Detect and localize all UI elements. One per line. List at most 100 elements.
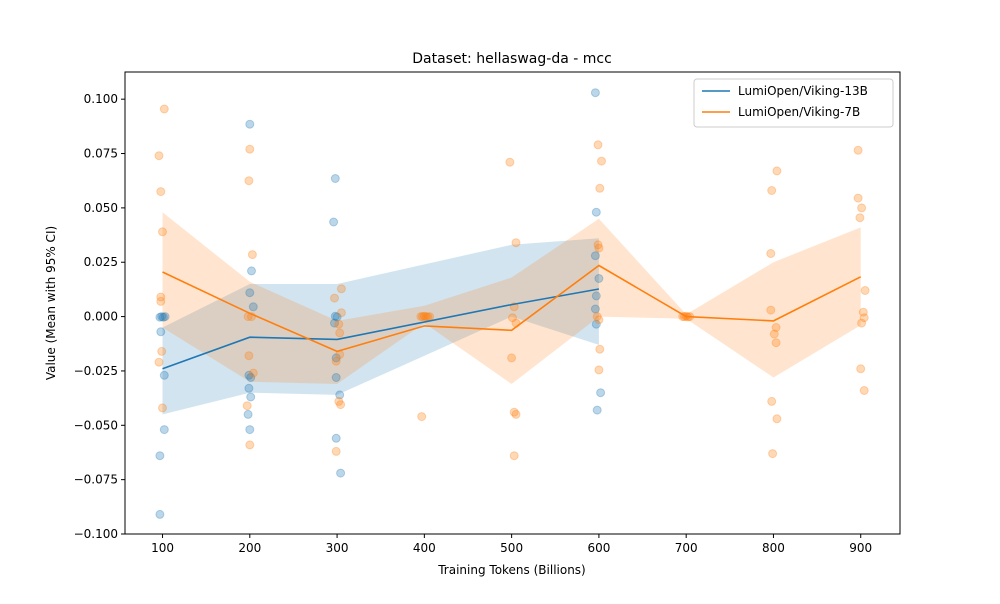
scatter-point-series-1 xyxy=(594,315,604,325)
x-axis-label: Training Tokens (Billions) xyxy=(437,563,586,577)
scatter-point-series-1 xyxy=(242,401,252,411)
scatter-point-series-1 xyxy=(592,312,602,322)
scatter-point-series-1 xyxy=(336,284,346,294)
scatter-point-series-0 xyxy=(248,302,258,312)
ci-band-series-0 xyxy=(162,238,599,415)
y-axis-label: Value (Mean with 95% CI) xyxy=(44,226,58,380)
scatter-point-series-1 xyxy=(853,145,863,155)
scatter-point-series-0 xyxy=(331,373,341,382)
scatter-point-series-0 xyxy=(244,383,254,393)
scatter-point-series-1 xyxy=(860,286,870,295)
scatter-point-series-1 xyxy=(767,186,777,195)
scatter-point-series-1 xyxy=(511,238,521,248)
scatter-point-series-0 xyxy=(330,174,340,183)
scatter-point-series-1 xyxy=(593,240,603,250)
scatter-point-series-0 xyxy=(247,266,256,276)
scatter-point-series-1 xyxy=(336,400,346,410)
scatter-point-series-0 xyxy=(590,304,600,314)
y-tick-label: −0.075 xyxy=(74,473,118,487)
scatter-point-series-1 xyxy=(853,193,863,203)
scatter-point-series-1 xyxy=(857,203,867,213)
scatter-point-series-1 xyxy=(595,344,605,354)
chart-legend: LumiOpen/Viking-13B LumiOpen/Viking-7B xyxy=(693,78,894,128)
scatter-point-series-1 xyxy=(244,351,254,361)
scatter-point-series-1 xyxy=(769,329,779,339)
y-tick-label: 0.000 xyxy=(84,310,118,324)
scatter-point-series-0 xyxy=(596,388,606,398)
x-tick-label: 700 xyxy=(675,541,698,555)
scatter-point-series-0 xyxy=(592,405,602,415)
scatter-point-series-1 xyxy=(421,312,431,322)
y-tick-label: −0.025 xyxy=(74,364,118,378)
scatter-point-series-1 xyxy=(857,318,867,328)
scatter-point-series-0 xyxy=(245,425,255,435)
y-tick-label: 0.050 xyxy=(84,201,118,215)
scatter-point-series-0 xyxy=(158,312,168,322)
y-tick-label: 0.025 xyxy=(84,255,118,269)
scatter-point-series-1 xyxy=(156,187,166,197)
scatter-point-series-1 xyxy=(597,156,606,166)
scatter-point-series-1 xyxy=(245,144,255,154)
scatter-point-series-1 xyxy=(244,176,254,186)
scatter-point-series-1 xyxy=(245,440,255,450)
legend-label-series-1: LumiOpen/Viking-7B xyxy=(738,105,860,119)
scatter-point-series-1 xyxy=(766,305,776,315)
x-tick-label: 600 xyxy=(587,541,610,555)
x-tick-label: 500 xyxy=(500,541,523,555)
scatter-point-series-1 xyxy=(425,312,435,322)
scatter-point-series-0 xyxy=(155,451,165,461)
scatter-point-series-0 xyxy=(332,312,342,322)
x-tick-label: 200 xyxy=(238,541,261,555)
scatter-point-series-1 xyxy=(593,140,603,150)
scatter-point-series-0 xyxy=(245,288,255,298)
scatter-point-series-1 xyxy=(855,213,865,223)
scatter-point-series-0 xyxy=(591,319,601,329)
scatter-point-series-1 xyxy=(156,296,166,306)
scatter-point-series-1 xyxy=(154,151,164,161)
scatter-point-series-1 xyxy=(417,412,427,422)
scatter-point-series-1 xyxy=(157,346,167,356)
legend-label-series-0: LumiOpen/Viking-13B xyxy=(738,84,868,98)
plot-area-frame xyxy=(124,71,901,535)
scatter-point-series-1 xyxy=(156,292,166,302)
scatter-point-series-0 xyxy=(591,291,601,301)
x-tick-label: 800 xyxy=(762,541,785,555)
scatter-point-series-0 xyxy=(331,353,341,363)
scatter-point-series-0 xyxy=(160,312,170,322)
x-tick-label: 400 xyxy=(413,541,436,555)
scatter-point-series-0 xyxy=(330,311,340,321)
scatter-point-series-0 xyxy=(594,274,604,283)
scatter-point-series-1 xyxy=(859,313,869,323)
scatter-point-series-1 xyxy=(158,227,167,237)
scatter-point-series-1 xyxy=(416,312,426,322)
scatter-point-series-1 xyxy=(334,319,344,329)
x-tick-label: 900 xyxy=(849,541,872,555)
scatter-point-series-1 xyxy=(331,356,341,366)
scatter-point-series-0 xyxy=(591,207,601,217)
x-tick-label: 300 xyxy=(326,541,349,555)
scatter-point-series-0 xyxy=(590,251,600,261)
y-tick-label: 0.100 xyxy=(84,92,118,106)
scatter-point-series-0 xyxy=(246,392,256,402)
scatter-point-series-0 xyxy=(245,119,255,129)
scatter-point-series-1 xyxy=(859,386,869,395)
scatter-point-series-1 xyxy=(509,407,519,417)
scatter-point-series-1 xyxy=(768,449,778,459)
scatter-point-series-1 xyxy=(767,396,777,406)
chart-title: Dataset: hellaswag-da - mcc xyxy=(412,51,612,67)
scatter-point-series-0 xyxy=(157,312,167,322)
scatter-point-series-1 xyxy=(335,328,345,338)
scatter-point-series-1 xyxy=(248,368,258,378)
scatter-point-series-1 xyxy=(247,250,257,260)
scatter-point-series-1 xyxy=(505,157,515,167)
scatter-point-series-0 xyxy=(159,425,169,435)
scatter-point-series-1 xyxy=(419,311,429,321)
scatter-point-series-0 xyxy=(331,433,341,443)
scatter-point-series-1 xyxy=(154,357,164,367)
scatter-point-series-0 xyxy=(243,409,253,419)
ci-band-series-1 xyxy=(162,212,861,384)
scatter-point-series-1 xyxy=(856,364,866,374)
scatter-point-series-1 xyxy=(771,323,781,332)
